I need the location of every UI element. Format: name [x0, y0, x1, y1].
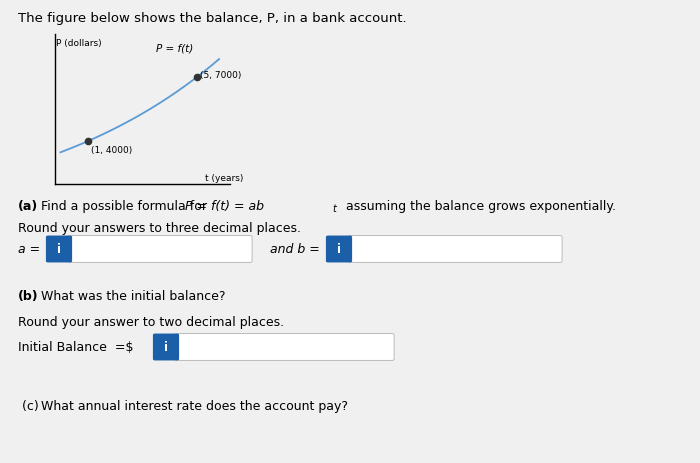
Text: t (years): t (years): [205, 174, 244, 182]
Text: t: t: [332, 203, 336, 213]
Text: P = f(t): P = f(t): [156, 44, 193, 53]
Text: Initial Balance  =$: Initial Balance =$: [18, 341, 134, 354]
Text: (b): (b): [18, 289, 38, 302]
Text: What annual interest rate does the account pay?: What annual interest rate does the accou…: [37, 399, 348, 412]
Text: i: i: [164, 341, 168, 354]
Text: i: i: [57, 243, 61, 256]
FancyBboxPatch shape: [348, 236, 562, 263]
FancyBboxPatch shape: [68, 236, 252, 263]
FancyBboxPatch shape: [153, 334, 179, 361]
Text: assuming the balance grows exponentially.: assuming the balance grows exponentially…: [342, 200, 616, 213]
Text: and b =: and b =: [270, 243, 320, 256]
Text: Find a possible formula for: Find a possible formula for: [37, 200, 211, 213]
Text: (a): (a): [18, 200, 38, 213]
Text: (5, 7000): (5, 7000): [200, 71, 242, 80]
Text: What was the initial balance?: What was the initial balance?: [37, 289, 225, 302]
Text: (c): (c): [18, 399, 38, 412]
Text: i: i: [337, 243, 341, 256]
Text: Round your answers to three decimal places.: Round your answers to three decimal plac…: [18, 221, 301, 234]
Text: a =: a =: [18, 243, 40, 256]
Text: P = f(t) = ab: P = f(t) = ab: [185, 200, 264, 213]
FancyBboxPatch shape: [46, 236, 72, 263]
FancyBboxPatch shape: [175, 334, 394, 361]
Text: (1, 4000): (1, 4000): [91, 146, 132, 155]
FancyBboxPatch shape: [326, 236, 352, 263]
Text: P (dollars): P (dollars): [55, 39, 102, 48]
Text: Round your answer to two decimal places.: Round your answer to two decimal places.: [18, 315, 284, 328]
Text: The figure below shows the balance, P, in a bank account.: The figure below shows the balance, P, i…: [18, 12, 407, 25]
